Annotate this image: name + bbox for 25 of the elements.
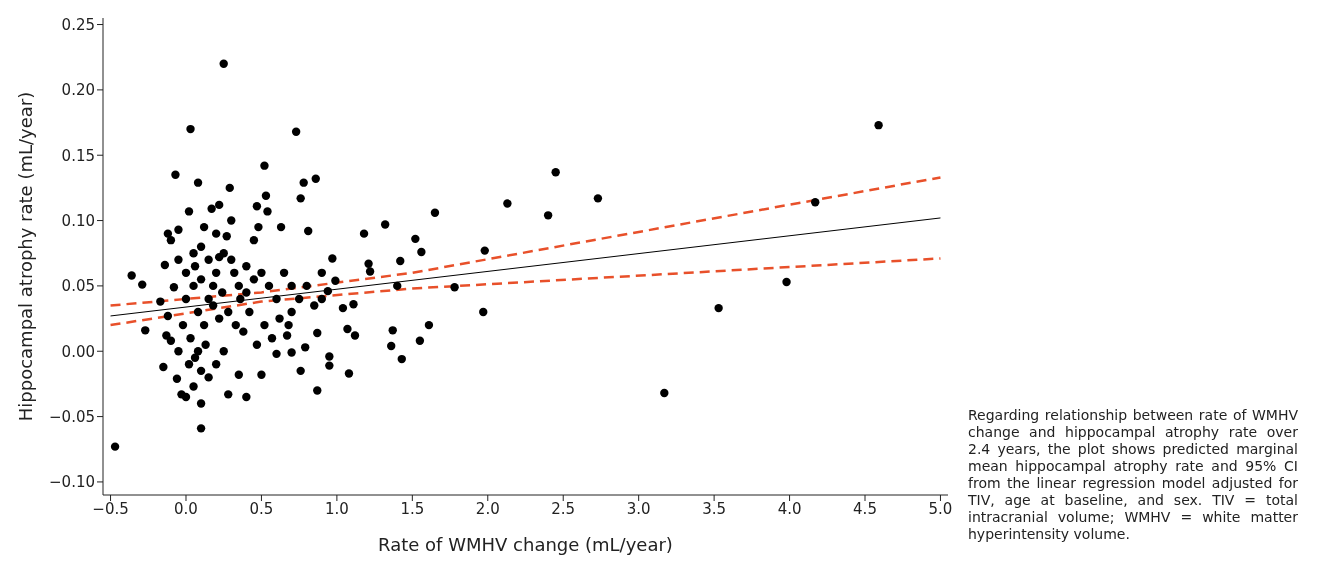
- y-tick-label: 0.00: [61, 342, 95, 361]
- y-tick-label: 0.15: [61, 146, 95, 165]
- y-axis-title: Hippocampal atrophy rate (mL/year): [15, 91, 37, 422]
- y-tick-label: 0.25: [61, 15, 95, 34]
- text: Regarding relationship between rate of WMHV change and hippocampal atrophy rate over 2.4 years, the plot shows predicted marginal mean hippocampal atrophy rate and 95% CI from the linear regression model adjusted for TIV, age at baseline, and sex. TIV = total intracranial volume; WMHV = white matter hyperintensity volume.: [968, 407, 1298, 543]
- x-tick-label: 2.0: [475, 499, 500, 518]
- x-tick-label: 5.0: [928, 499, 953, 518]
- x-tick-label: −0.5: [92, 499, 129, 518]
- x-tick-label: 3.5: [702, 499, 727, 518]
- x-tick-label: 3.0: [626, 499, 651, 518]
- y-tick-label: 0.05: [61, 277, 95, 296]
- x-tick-label: 0.0: [174, 499, 198, 518]
- x-tick-label: 4.5: [853, 499, 877, 518]
- x-tick-label: 1.5: [400, 499, 425, 518]
- x-axis-title: Rate of WMHV change (mL/year): [378, 534, 673, 555]
- y-tick-label: 0.20: [61, 81, 95, 100]
- x-tick-label: 2.5: [551, 499, 576, 518]
- y-tick-label: −0.10: [49, 473, 95, 492]
- x-tick-label: 4.0: [777, 499, 802, 518]
- line-series: [109, 176, 942, 307]
- y-tick-label: −0.05: [49, 407, 95, 426]
- x-tick-label: 1.0: [324, 499, 349, 518]
- y-tick-label: 0.10: [61, 211, 95, 230]
- x-tick-label: 0.5: [249, 499, 274, 518]
- line-series: [109, 257, 942, 327]
